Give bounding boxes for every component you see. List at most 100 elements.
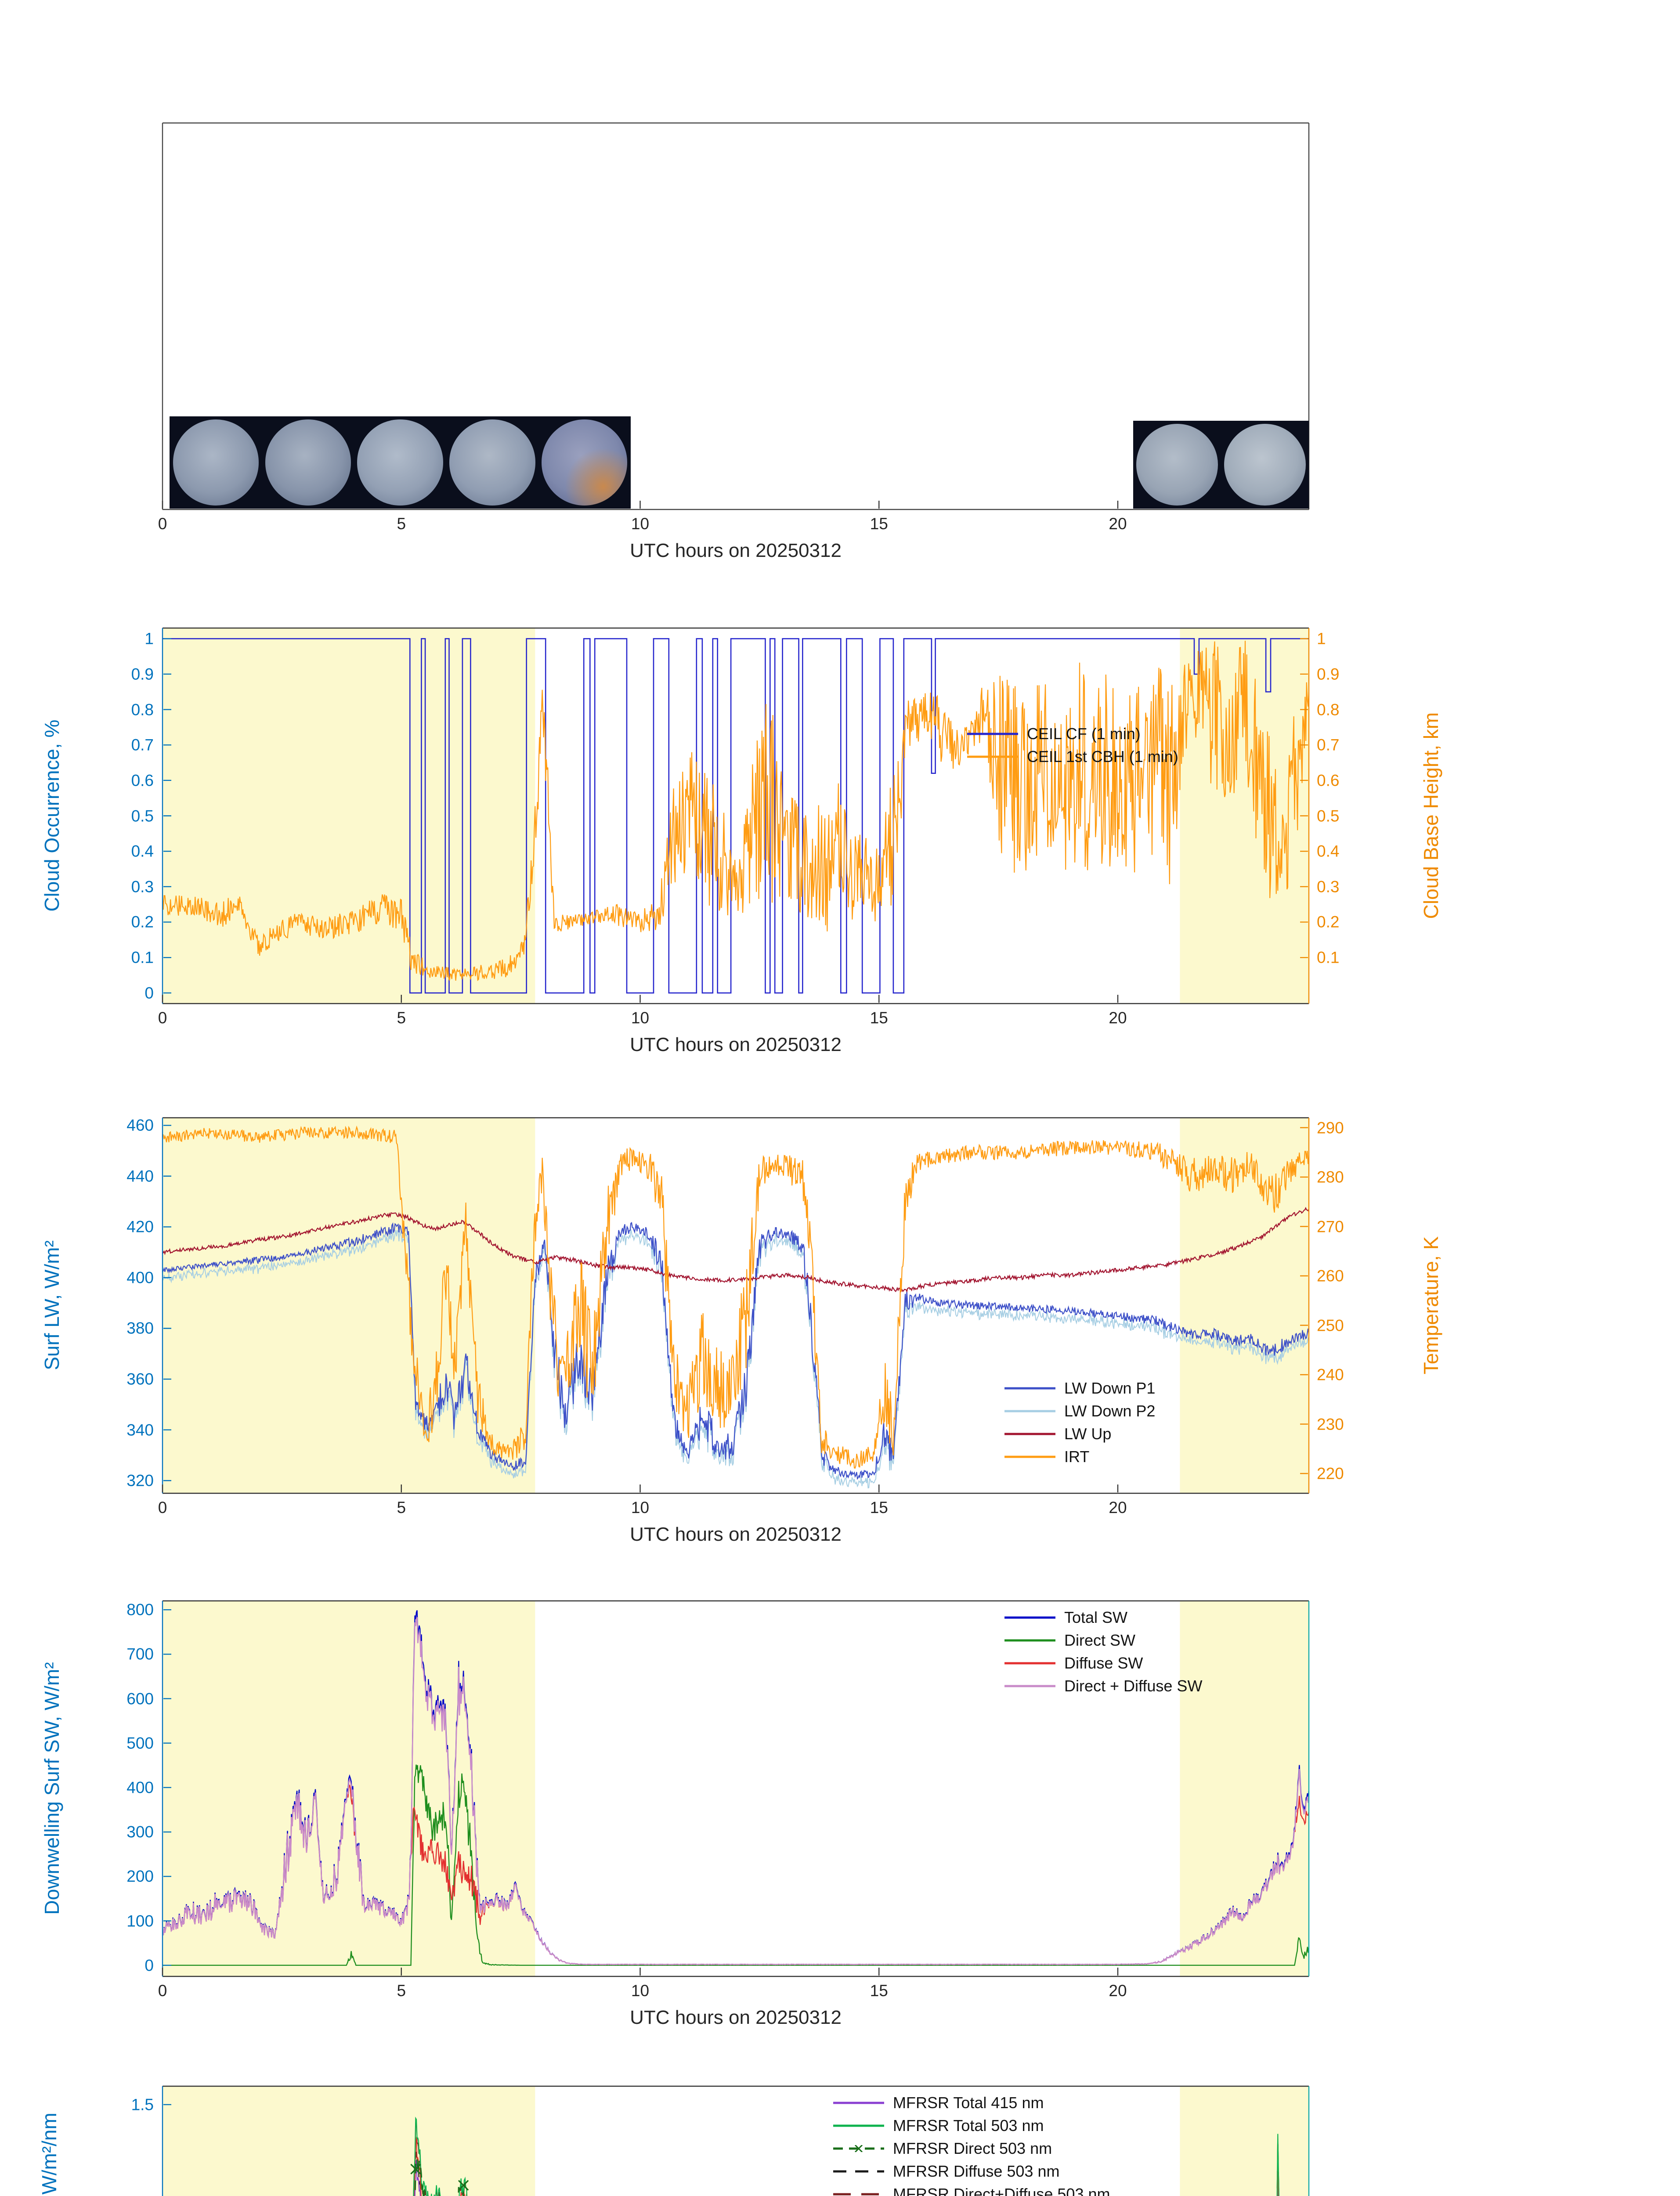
lw_down_p2-series (163, 1229, 1309, 1488)
y-tick-label: 500 (126, 1734, 154, 1752)
y-tick-label: 0.8 (131, 701, 154, 719)
y-tick-label: 340 (126, 1421, 154, 1439)
cloud-x-axis-label: UTC hours on 20250312 (630, 1034, 842, 1055)
legend-label: CEIL CF (1 min) (1027, 725, 1141, 743)
legend-entry: CEIL CF (1 min) (966, 724, 1178, 744)
x-tick-label: 20 (1109, 1009, 1127, 1027)
legend-swatch (967, 733, 1018, 735)
legend-label: MFRSR Diffuse 503 nm (893, 2162, 1060, 2180)
cloud-occurrence-axis-label: Cloud Occurrence, % (40, 719, 63, 912)
y-tick-label: 440 (126, 1167, 154, 1185)
y-tick-label-right: 0.6 (1317, 771, 1340, 790)
legend-label: MFRSR Direct+Diffuse 503 nm (893, 2185, 1110, 2196)
legend-swatch (1004, 1685, 1055, 1687)
y-tick-label: 1.5 (131, 2095, 154, 2114)
legend-entry: LW Down P1 (1004, 1378, 1155, 1398)
lw-x-axis-label: UTC hours on 20250312 (630, 1524, 842, 1545)
legend-label: Diffuse SW (1064, 1654, 1143, 1672)
legend-swatch (833, 2102, 884, 2104)
legend-entry: MFRSR Direct+Diffuse 503 nm (832, 2184, 1110, 2196)
legend-label: MFRSR Direct 503 nm (893, 2139, 1052, 2157)
legend-entry: CEIL 1st CBH (1 min) (966, 747, 1178, 767)
y-tick-label: 320 (126, 1471, 154, 1490)
y-tick-label: 800 (126, 1600, 154, 1619)
y-tick-label-right: 270 (1317, 1217, 1344, 1235)
legend-label: LW Up (1064, 1425, 1112, 1443)
legend-entry: LW Down P2 (1004, 1401, 1155, 1421)
ceil_cbh-series (163, 640, 1309, 981)
x-tick-label: 15 (870, 1009, 888, 1027)
x-tick-label: 15 (870, 1982, 888, 2000)
temperature-axis-label: Temperature, K (1420, 1236, 1442, 1375)
y-tick-label: 0.1 (131, 948, 154, 967)
daylight-region (1180, 1601, 1309, 1976)
y-tick-label-right: 0.9 (1317, 665, 1340, 683)
sw-legend: Total SW Direct SW Diffuse SW Direct + Diff… (1004, 1607, 1202, 1696)
legend-entry: Total SW (1004, 1607, 1202, 1628)
legend-swatch (833, 2124, 884, 2127)
daylight-region (163, 2086, 535, 2196)
x-tick-label: 15 (870, 515, 888, 533)
y-tick-label: 200 (126, 1867, 154, 1885)
x-tick-label: 20 (1109, 1982, 1127, 2000)
legend-entry: IRT (1004, 1447, 1155, 1467)
daylight-region (1180, 2086, 1309, 2196)
x-tick-label: 0 (158, 1499, 167, 1517)
legend-label: Direct + Diffuse SW (1064, 1677, 1203, 1695)
cloud-legend: CEIL CF (1 min) CEIL 1st CBH (1 min) (966, 724, 1178, 767)
x-tick-label: 15 (870, 1499, 888, 1517)
legend-swatch (1004, 1662, 1055, 1665)
y-tick-label: 0.2 (131, 913, 154, 931)
legend-label: Direct SW (1064, 1631, 1135, 1649)
legend-entry: Direct + Diffuse SW (1004, 1676, 1202, 1696)
y-tick-label-right: 290 (1317, 1119, 1344, 1137)
y-tick-label: 0.7 (131, 736, 154, 754)
y-tick-label-right: 260 (1317, 1267, 1344, 1285)
legend-entry: MFRSR Diffuse 503 nm (832, 2161, 1110, 2182)
lw_down_p1-series (163, 1222, 1309, 1480)
x-tick-label: 20 (1109, 515, 1127, 533)
y-tick-label: 460 (126, 1116, 154, 1134)
legend-label: LW Down P2 (1064, 1402, 1156, 1420)
legend-swatch (1004, 1639, 1055, 1642)
y-tick-label-right: 0.7 (1317, 736, 1340, 754)
downwelling-sw-axis-label: Downwelling Surf SW, W/m² (40, 1662, 63, 1915)
lw_up-series (163, 1206, 1309, 1293)
legend-label: Total SW (1064, 1608, 1128, 1626)
x-tick-label: 5 (397, 1982, 406, 2000)
y-tick-label: 0 (145, 984, 154, 1002)
legend-swatch (1004, 1433, 1055, 1435)
x-tick-label: 0 (158, 1982, 167, 2000)
downwelling-narrowband-axis-label: Downwelling Narrowband, W/m²/nm (38, 2113, 61, 2196)
legend-swatch (1004, 1410, 1055, 1412)
direct_sw-series (163, 1764, 1309, 1966)
daylight-region (163, 628, 535, 1004)
legend-label: MFRSR Total 415 nm (893, 2094, 1044, 2112)
x-tick-label: 5 (397, 1499, 406, 1517)
y-tick-label-right: 0.3 (1317, 878, 1340, 896)
x-tick-label: 10 (631, 1982, 650, 2000)
y-tick-label: 300 (126, 1823, 154, 1841)
legend-label: MFRSR Total 503 nm (893, 2117, 1044, 2135)
y-tick-label: 0.4 (131, 842, 154, 860)
ceil_cf-series (163, 638, 1309, 994)
y-tick-label: 400 (126, 1778, 154, 1797)
legend-entry: MFRSR Direct 503 nm (832, 2138, 1110, 2159)
y-tick-label: 1 (145, 629, 154, 648)
x-tick-label: 10 (631, 1499, 650, 1517)
y-tick-label-right: 280 (1317, 1168, 1344, 1186)
x-tick-label: 5 (397, 515, 406, 533)
x-tick-label: 0 (158, 515, 167, 533)
y-tick-label: 0.3 (131, 878, 154, 896)
legend-label: CEIL 1st CBH (1 min) (1027, 748, 1178, 766)
legend-label: LW Down P1 (1064, 1379, 1156, 1397)
y-tick-label: 380 (126, 1319, 154, 1337)
surf-lw-axis-label: Surf LW, W/m² (40, 1240, 63, 1370)
legend-swatch (967, 755, 1018, 758)
legend-entry: MFRSR Total 503 nm (832, 2116, 1110, 2136)
lw-series-group (163, 1125, 1309, 1488)
irt-series (163, 1125, 1309, 1469)
legend-swatch (1004, 1616, 1055, 1619)
legend-swatch (1004, 1387, 1055, 1390)
y-tick-label: 0.9 (131, 665, 154, 683)
